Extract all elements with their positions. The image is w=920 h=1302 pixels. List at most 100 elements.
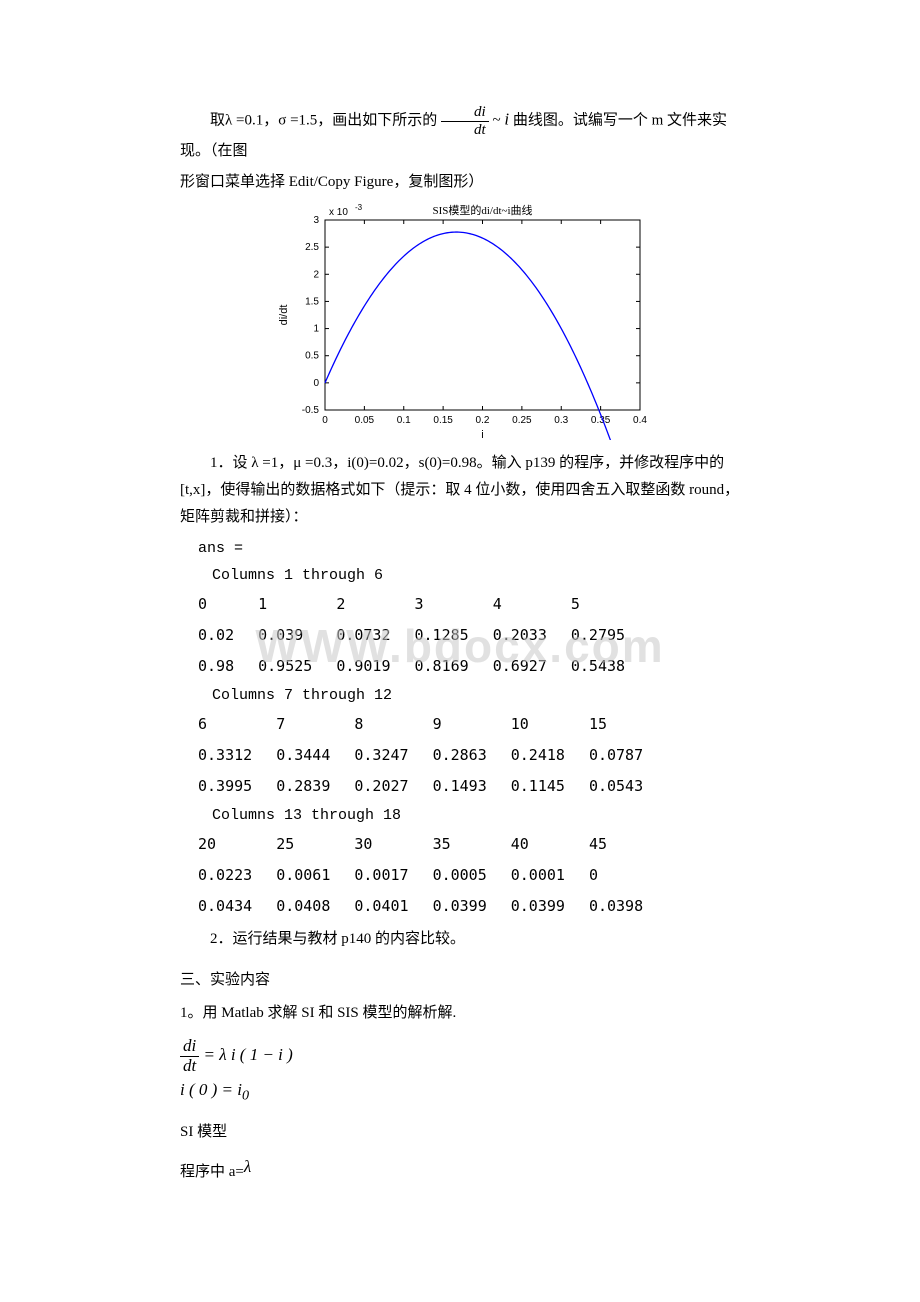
table-cell: 0.2795: [571, 620, 649, 651]
intro-line2: 形窗口菜单选择 Edit/Copy Figure，复制图形）: [180, 169, 740, 196]
table-cell: 30: [354, 829, 432, 860]
table-cell: 0.3995: [198, 771, 276, 802]
table-cell: 0.0399: [433, 891, 511, 922]
eq-rhs: = λ i ( 1 − i ): [203, 1045, 292, 1064]
eq-den: dt: [180, 1057, 199, 1076]
eq-frac: di dt: [180, 1037, 199, 1075]
table-cell: 0.1285: [415, 620, 493, 651]
svg-text:0: 0: [322, 415, 328, 426]
table-cell: 0.0005: [433, 860, 511, 891]
intro-i: i: [504, 109, 509, 128]
table-cell: 0.2863: [433, 740, 511, 771]
table-cell: 0.9525: [258, 651, 336, 682]
table-cell: 0.2033: [493, 620, 571, 651]
table-cell: 0.6927: [493, 651, 571, 682]
table-cell: 5: [571, 589, 649, 620]
table-cell: 0: [198, 589, 258, 620]
ans-block: ans = Columns 1 through 6 0123450.020.03…: [198, 535, 740, 922]
svg-text:1: 1: [313, 324, 319, 335]
svg-text:0.25: 0.25: [512, 415, 532, 426]
group2-table: 678910150.33120.34440.32470.28630.24180.…: [198, 709, 667, 802]
group3-label: Columns 13 through 18: [212, 802, 740, 829]
table-cell: 3: [415, 589, 493, 620]
table-cell: 0.2027: [354, 771, 432, 802]
si-ode: di dt = λ i ( 1 − i ) i ( 0 ) = i0: [180, 1037, 740, 1109]
frac-di-dt: di dt: [441, 104, 489, 138]
svg-text:0.3: 0.3: [554, 415, 568, 426]
table-cell: 0.0408: [276, 891, 354, 922]
eq-ic-sub: 0: [242, 1088, 249, 1104]
svg-text:2.5: 2.5: [305, 242, 319, 253]
section3-heading: 三、实验内容: [180, 967, 740, 994]
table-cell: 0.0398: [589, 891, 667, 922]
svg-text:0: 0: [313, 378, 319, 389]
table-cell: 0.5438: [571, 651, 649, 682]
svg-text:di/dt: di/dt: [278, 305, 290, 326]
svg-text:0.4: 0.4: [633, 415, 647, 426]
table-cell: 0.9019: [336, 651, 414, 682]
group2-label: Columns 7 through 12: [212, 682, 740, 709]
table-cell: 0.3312: [198, 740, 276, 771]
table-cell: 0.0434: [198, 891, 276, 922]
table-cell: 0.0223: [198, 860, 276, 891]
table-cell: 45: [589, 829, 667, 860]
table-cell: 0.0732: [336, 620, 414, 651]
svg-text:0.1: 0.1: [397, 415, 411, 426]
table-cell: 2: [336, 589, 414, 620]
eq-ic: i ( 0 ) = i: [180, 1080, 242, 1099]
svg-text:1.5: 1.5: [305, 296, 319, 307]
table-cell: 0.0399: [511, 891, 589, 922]
table-cell: 0.039: [258, 620, 336, 651]
ans-label: ans =: [198, 535, 740, 562]
table-cell: 0.0017: [354, 860, 432, 891]
si-model-label: SI 模型: [180, 1119, 740, 1146]
table-cell: 0.3444: [276, 740, 354, 771]
table-cell: 0.98: [198, 651, 258, 682]
svg-text:0.15: 0.15: [433, 415, 453, 426]
table-cell: 9: [433, 709, 511, 740]
group1-table: 0123450.020.0390.07320.12850.20330.27950…: [198, 589, 649, 682]
table-cell: 0.2839: [276, 771, 354, 802]
table-cell: 35: [433, 829, 511, 860]
table-cell: 8: [354, 709, 432, 740]
table-cell: 0.2418: [511, 740, 589, 771]
table-cell: 4: [493, 589, 571, 620]
group1-label: Columns 1 through 6: [212, 562, 740, 589]
intro-line1: 取λ =0.1，σ =1.5，画出如下所示的 di dt ~ i 曲线图。试编写…: [180, 104, 740, 165]
intro-prefix: 取λ =0.1，σ =1.5，画出如下所示的: [210, 112, 437, 128]
section3-line-a: 程序中 a=λ: [180, 1156, 740, 1187]
table-cell: 0.1493: [433, 771, 511, 802]
svg-text:x 10: x 10: [329, 207, 348, 218]
svg-text:-3: -3: [355, 203, 363, 212]
svg-text:3: 3: [313, 215, 319, 226]
table-cell: 20: [198, 829, 276, 860]
sis-chart: 00.050.10.150.20.250.30.350.4-0.500.511.…: [270, 200, 660, 440]
table-cell: 0.0787: [589, 740, 667, 771]
svg-text:0.2: 0.2: [476, 415, 490, 426]
table-cell: 25: [276, 829, 354, 860]
table-cell: 0.0061: [276, 860, 354, 891]
section3-line1: 1。用 Matlab 求解 SI 和 SIS 模型的解析解.: [180, 1000, 740, 1027]
table-cell: 0.3247: [354, 740, 432, 771]
q1-para2: 2．运行结果与教材 p140 的内容比较。: [180, 926, 740, 953]
table-cell: 15: [589, 709, 667, 740]
table-cell: 40: [511, 829, 589, 860]
group3-table: 202530354045 0.02230.00610.00170.00050.00…: [198, 829, 667, 922]
table-cell: 0: [589, 860, 667, 891]
svg-text:SIS模型的di/dt~i曲线: SIS模型的di/dt~i曲线: [432, 203, 532, 217]
table-cell: 10: [511, 709, 589, 740]
table-cell: 0.02: [198, 620, 258, 651]
eq-num: di: [180, 1037, 199, 1057]
table-cell: 6: [198, 709, 276, 740]
svg-text:2: 2: [313, 269, 319, 280]
svg-text:0.05: 0.05: [355, 415, 375, 426]
frac-num: di: [441, 104, 489, 122]
line-a-text: 程序中 a=: [180, 1164, 244, 1180]
svg-text:0.5: 0.5: [305, 351, 319, 362]
table-cell: 0.0543: [589, 771, 667, 802]
q1-para1: 1．设 λ =1，μ =0.3，i(0)=0.02，s(0)=0.98。输入 p…: [180, 450, 740, 531]
table-cell: 0.0001: [511, 860, 589, 891]
intro-mid: ~: [492, 112, 504, 128]
svg-text:-0.5: -0.5: [302, 405, 320, 416]
frac-den: dt: [441, 122, 489, 139]
